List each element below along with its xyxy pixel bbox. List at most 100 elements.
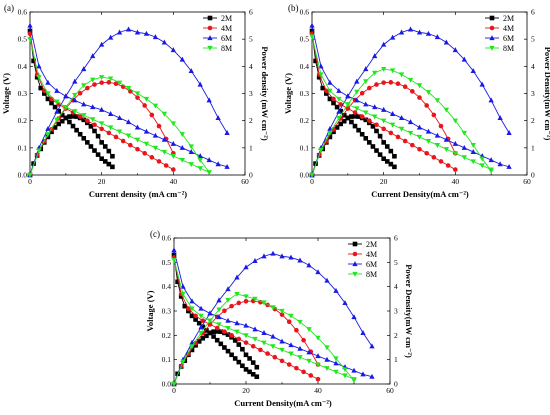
- power-point-8M: [143, 96, 150, 102]
- voltage-point-6M: [270, 333, 276, 339]
- legend-entry-8M: 8M: [485, 44, 514, 53]
- power-point-8M: [342, 367, 348, 373]
- power-point-4M: [77, 90, 83, 96]
- power-point-6M: [225, 286, 231, 292]
- voltage-point-8M: [225, 325, 231, 331]
- voltage-point-6M: [327, 79, 333, 85]
- voltage-point-8M: [363, 110, 369, 116]
- power-point-6M: [434, 34, 441, 40]
- legend-entry-4M: 4M: [485, 24, 514, 33]
- power-point-8M: [270, 305, 276, 311]
- voltage-point-8M: [116, 129, 123, 135]
- legend-marker: [352, 241, 358, 247]
- voltage-point-8M: [407, 130, 414, 136]
- y-left-tick-label: 0.1: [18, 143, 28, 152]
- voltage-point-2M: [331, 100, 336, 106]
- voltage-point-2M: [250, 371, 256, 377]
- x-axis-title-text: Current Density: [371, 189, 431, 199]
- x-axis-title-unit: (mA cm⁻²): [293, 398, 332, 408]
- power-point-4M: [294, 327, 299, 333]
- x-tick-label: 0: [310, 177, 314, 186]
- power-point-8M: [345, 102, 351, 108]
- power-point-2M: [374, 128, 379, 134]
- voltage-point-6M: [99, 106, 105, 112]
- voltage-point-6M: [306, 349, 312, 355]
- power-point-6M: [116, 29, 123, 35]
- power-point-2M: [331, 129, 336, 135]
- power-point-8M: [336, 115, 342, 121]
- voltage-point-6M: [234, 320, 240, 326]
- voltage-point-6M: [369, 373, 375, 379]
- voltage-point-8M: [134, 137, 141, 143]
- y-right-tick-label: 3: [249, 89, 253, 98]
- y-right-tick-label: 5: [531, 35, 535, 44]
- power-point-6M: [336, 108, 342, 114]
- y-left-tick-label: 0.1: [162, 355, 172, 364]
- power-point-6M: [134, 29, 141, 35]
- power-point-8M: [398, 72, 405, 78]
- power-point-8M: [354, 89, 360, 95]
- power-point-2M: [214, 329, 220, 334]
- power-point-8M: [197, 157, 203, 163]
- power-point-8M: [216, 307, 222, 313]
- voltage-point-2M: [338, 108, 343, 114]
- y-right-tick-label: 6: [249, 8, 253, 17]
- legend-label: 8M: [503, 44, 514, 53]
- power-point-4M: [431, 112, 437, 118]
- legend-label: 4M: [503, 24, 514, 33]
- panel-label: (b): [288, 3, 299, 13]
- voltage-point-8M: [54, 99, 60, 105]
- voltage-point-2M: [31, 58, 36, 64]
- voltage-point-6M: [288, 342, 294, 348]
- voltage-point-8M: [288, 351, 294, 357]
- voltage-point-8M: [336, 96, 342, 102]
- voltage-point-2M: [236, 359, 242, 365]
- voltage-point-2M: [59, 112, 65, 118]
- power-point-4M: [207, 322, 213, 327]
- voltage-point-2M: [196, 320, 202, 326]
- y-left-tick-label: 0.3: [18, 89, 28, 98]
- power-point-8M: [297, 319, 303, 325]
- power-point-8M: [180, 359, 186, 365]
- power-point-2M: [99, 140, 104, 145]
- legend-label: 6M: [366, 260, 377, 269]
- voltage-point-8M: [452, 151, 458, 157]
- power-point-8M: [351, 378, 357, 384]
- voltage-point-8M: [306, 358, 312, 364]
- power-point-8M: [107, 76, 114, 82]
- power-point-2M: [218, 329, 224, 334]
- voltage-point-2M: [243, 367, 249, 372]
- power-point-8M: [198, 330, 204, 336]
- voltage-point-2M: [189, 313, 195, 319]
- y-left-tick-label: 0.4: [18, 62, 28, 71]
- voltage-point-8M: [189, 306, 195, 312]
- x-axis-title-unit: (mA cm⁻²): [430, 189, 469, 199]
- voltage-point-4M: [324, 88, 329, 94]
- voltage-point-2M: [56, 108, 61, 114]
- power-point-6M: [324, 277, 330, 283]
- voltage-point-4M: [77, 114, 83, 119]
- panel-label: (c): [150, 229, 160, 239]
- power-point-6M: [261, 253, 267, 259]
- voltage-point-8M: [461, 155, 467, 161]
- voltage-point-8M: [372, 114, 378, 120]
- voltage-point-2M: [182, 303, 188, 309]
- voltage-point-8M: [324, 366, 330, 372]
- power-point-2M: [370, 124, 376, 129]
- voltage-point-2M: [218, 341, 224, 347]
- voltage-point-6M: [224, 163, 230, 169]
- voltage-point-8M: [171, 257, 177, 263]
- y-left-tick-label: 0.2: [300, 116, 310, 125]
- legend-marker: [489, 15, 495, 21]
- power-point-6M: [363, 66, 369, 72]
- voltage-point-8M: [398, 126, 405, 132]
- voltage-point-4M: [338, 102, 343, 107]
- x-tick-label: 40: [314, 386, 322, 395]
- y-left-tick-label: 0.2: [162, 331, 172, 340]
- power-point-8M: [134, 91, 141, 97]
- chart-panel-a: (a) 0 20 40 60 0.0 0.1 0.2 0.3 0.4 0.5 0.6 0 1 2 3 4 5 6 Cu…: [1, 3, 270, 199]
- voltage-point-2M: [175, 279, 180, 285]
- y-left-tick-label: 0.5: [18, 35, 28, 44]
- power-point-8M: [225, 297, 231, 303]
- voltage-point-6M: [189, 298, 195, 304]
